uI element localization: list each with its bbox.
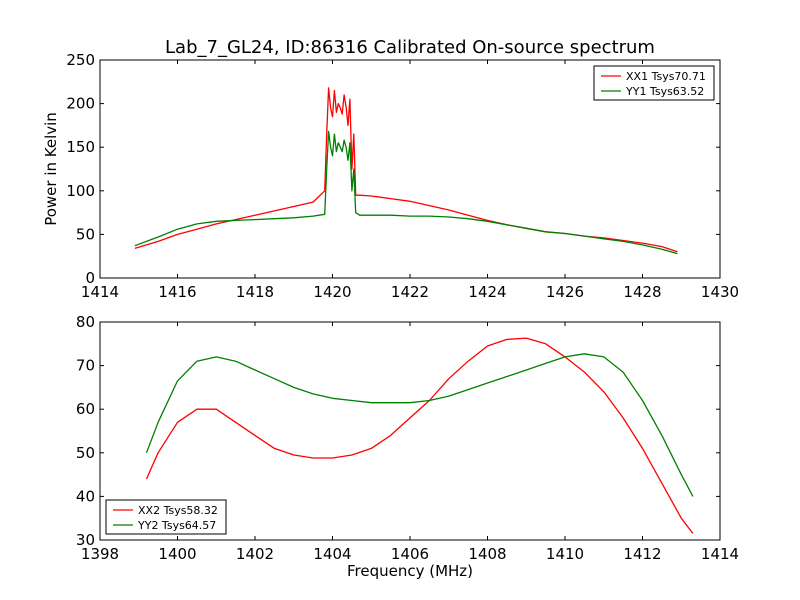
bottom-series-line-2	[145, 353, 694, 497]
bottom-y-tick-label: 40	[76, 487, 95, 505]
bottom-x-tick-label: 1398	[81, 545, 119, 563]
top-x-tick-label: 1428	[623, 283, 661, 301]
bottom-series-line-1	[145, 337, 694, 534]
bottom-x-tick-label: 1408	[468, 545, 506, 563]
top-y-tick-label: 50	[76, 225, 95, 243]
top-legend	[593, 65, 715, 101]
bottom-y-tick-label: 70	[76, 357, 95, 375]
bottom-x-axis-label: Frequency (MHz)	[347, 562, 473, 580]
top-series-line-2	[134, 130, 678, 255]
bottom-y-tick-label: 30	[76, 531, 95, 549]
bottom-x-tick-label: 1414	[701, 545, 739, 563]
top-y-axis-label: Power in Kelvin	[42, 112, 60, 226]
bottom-legend-label-2: YY2 Tsys64.57	[137, 519, 216, 532]
top-x-tick-label: 1416	[158, 283, 196, 301]
top-y-tick-label: 250	[66, 51, 95, 69]
top-plot: 1414 1416 1418 1420 1422 1424 1426 1428 1430 0 50 1…	[42, 51, 739, 301]
bottom-y-tick-label: 50	[76, 444, 95, 462]
bottom-plot: 1398 1400 1402 1404 1406 1408 1410 1412 1414 30 40…	[76, 313, 739, 580]
top-legend-label-1: XX1 Tsys70.71	[626, 70, 706, 83]
top-x-tick-label: 1422	[391, 283, 429, 301]
bottom-x-tick-label: 1400	[158, 545, 196, 563]
bottom-x-tick-label: 1402	[236, 545, 274, 563]
bottom-x-tick-label: 1412	[623, 545, 661, 563]
top-x-tick-label: 1430	[701, 283, 739, 301]
bottom-legend	[105, 499, 227, 535]
bottom-y-tick-label: 60	[76, 400, 95, 418]
top-y-tick-label: 150	[66, 138, 95, 156]
top-x-tick-label: 1426	[546, 283, 584, 301]
bottom-x-tick-label: 1406	[391, 545, 429, 563]
top-x-tick-label: 1424	[468, 283, 506, 301]
top-x-tick-label: 1414	[81, 283, 119, 301]
top-legend-label-2: YY1 Tsys63.52	[625, 85, 704, 98]
bottom-y-tick-label: 80	[76, 313, 95, 331]
top-y-tick-label: 0	[85, 269, 95, 287]
chart-title: Lab_7_GL24, ID:86316 Calibrated On-sourc…	[165, 37, 655, 58]
bottom-x-tick-label: 1404	[313, 545, 351, 563]
top-x-tick-label: 1420	[313, 283, 351, 301]
top-x-tick-label: 1418	[236, 283, 274, 301]
top-y-tick-label: 100	[66, 182, 95, 200]
top-y-tick-label: 200	[66, 95, 95, 113]
bottom-legend-label-1: XX2 Tsys58.32	[138, 504, 218, 517]
bottom-x-tick-label: 1410	[546, 545, 584, 563]
